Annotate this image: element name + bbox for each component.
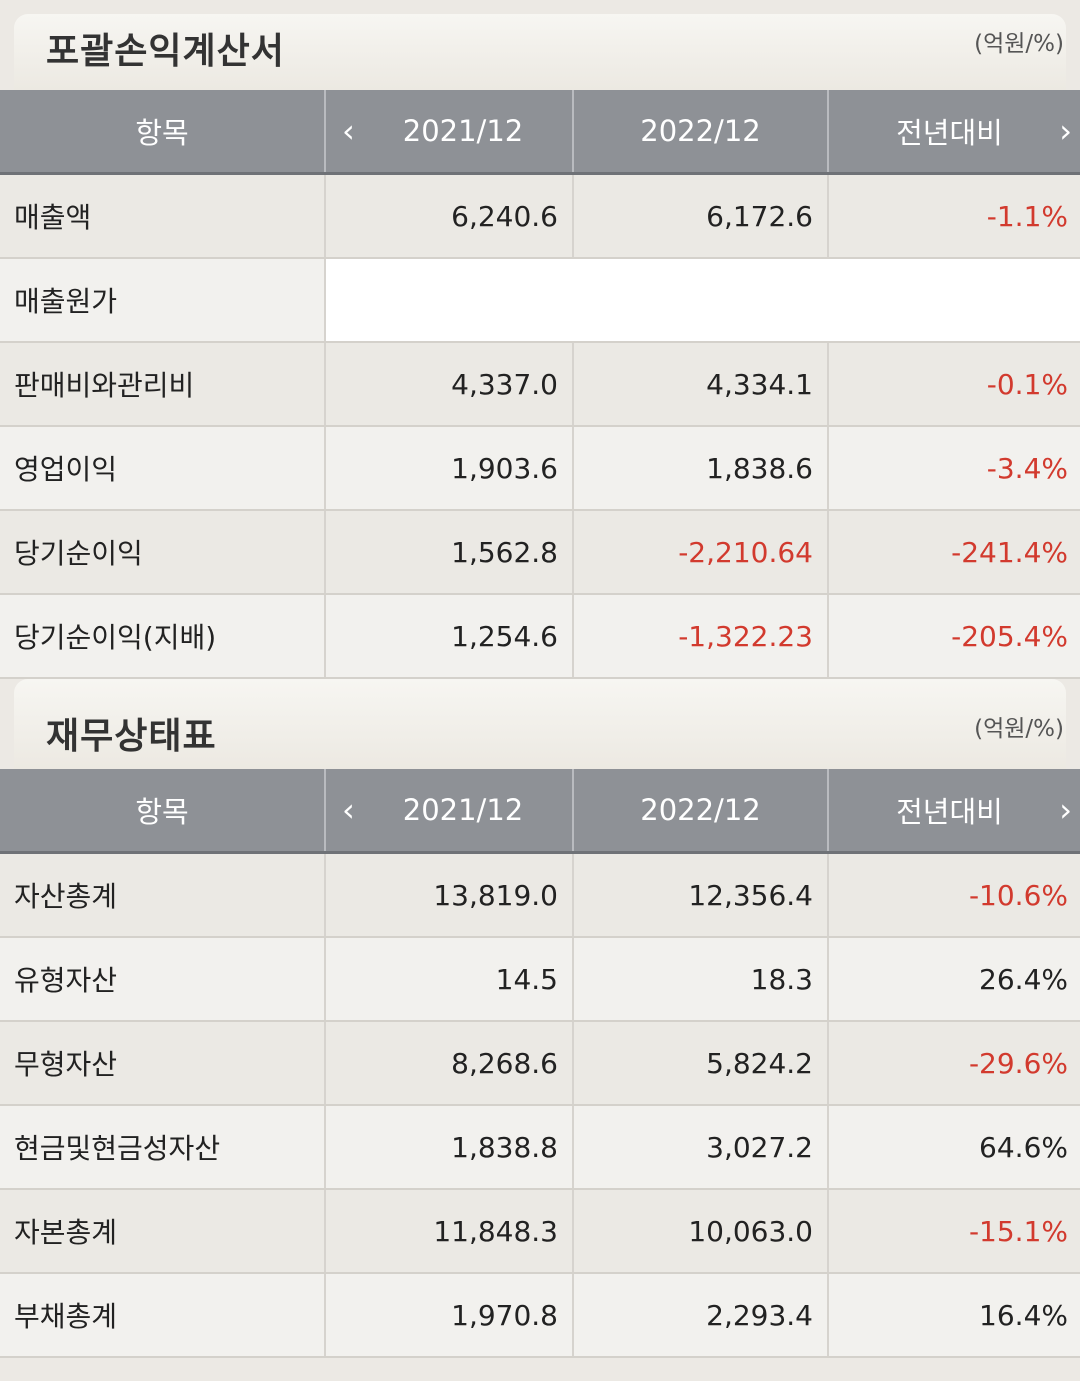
header-item: 항목 [0,90,326,175]
value-2021: 13,819.0 [325,852,574,938]
value-2021: 11,848.3 [325,1189,574,1274]
prev-period-icon[interactable]: ‹ [342,791,355,829]
table-row: 무형자산 8,268.6 5,824.2 -29.6% [0,1021,1080,1106]
table-row: 자본총계 11,848.3 10,063.0 -15.1% [0,1189,1080,1274]
value-2022: 1,838.6 [573,426,829,511]
value-2021: 1,970.8 [325,1273,574,1358]
value-2022: 4,334.1 [573,342,829,427]
row-label: 판매비와관리비 [0,342,326,427]
value-2021: 1,903.6 [325,426,574,511]
table-row: 유형자산 14.5 18.3 26.4% [0,937,1080,1022]
change-value: 26.4% [828,937,1080,1022]
change-value: -10.6% [828,852,1080,938]
table-row: 판매비와관리비 4,337.0 4,334.1 -0.1% [0,342,1080,427]
income-title: 포괄손익계산서 [46,31,285,72]
table-row: 당기순이익(지배) 1,254.6 -1,322.23 -205.4% [0,594,1080,679]
change-value: -0.1% [828,342,1080,427]
balance-table: 항목 ‹ 2021/12 2022/12 전년대비 › 자산총계 13,819.… [0,769,1080,1358]
prev-period-icon[interactable]: ‹ [342,112,355,150]
balance-unit: (억원/%) [974,716,1064,742]
income-unit: (억원/%) [974,31,1064,57]
value-2022: -2,210.64 [573,510,829,595]
table-row: 당기순이익 1,562.8 -2,210.64 -241.4% [0,510,1080,595]
value-2021: 4,337.0 [325,342,574,427]
header-period-2: 2022/12 [573,769,829,854]
table-row: 부채총계 1,970.8 2,293.4 16.4% [0,1273,1080,1358]
header-item: 항목 [0,769,326,854]
table-row: 현금및현금성자산 1,838.8 3,027.2 64.6% [0,1105,1080,1190]
value-2021: 1,254.6 [325,594,574,679]
row-label: 자본총계 [0,1189,326,1274]
change-value: -1.1% [828,173,1080,259]
header-period-1: ‹ 2021/12 [325,90,574,175]
next-period-icon[interactable]: › [1059,112,1072,150]
value-2022: 2,293.4 [573,1273,829,1358]
value-2021: 1,562.8 [325,510,574,595]
row-label: 현금및현금성자산 [0,1105,326,1190]
value-2021: 6,240.6 [325,173,574,259]
change-value: -3.4% [828,426,1080,511]
value-2022: 10,063.0 [573,1189,829,1274]
balance-section-header: 재무상태표 (억원/%) [14,679,1066,769]
row-label: 부채총계 [0,1273,326,1358]
table-row: 매출원가 [0,258,1080,343]
value-2022: 3,027.2 [573,1105,829,1190]
next-period-icon[interactable]: › [1059,791,1072,829]
change-value: 16.4% [828,1273,1080,1358]
row-label: 매출액 [0,173,326,259]
row-label: 자산총계 [0,852,326,938]
value-2022: 18.3 [573,937,829,1022]
change-value: -241.4% [828,510,1080,595]
value-2021: 1,838.8 [325,1105,574,1190]
row-label: 매출원가 [0,258,326,343]
change-value: -15.1% [828,1189,1080,1274]
value-2021: 14.5 [325,937,574,1022]
header-change: 전년대비 › [828,90,1080,175]
table-row: 자산총계 13,819.0 12,356.4 -10.6% [0,852,1080,938]
change-value: -29.6% [828,1021,1080,1106]
row-label: 당기순이익(지배) [0,594,326,679]
value-2021: 8,268.6 [325,1021,574,1106]
row-label: 당기순이익 [0,510,326,595]
balance-title: 재무상태표 [46,716,217,757]
empty-values [325,258,1080,343]
value-2022: -1,322.23 [573,594,829,679]
table-row: 영업이익 1,903.6 1,838.6 -3.4% [0,426,1080,511]
header-change: 전년대비 › [828,769,1080,854]
value-2022: 12,356.4 [573,852,829,938]
row-label: 영업이익 [0,426,326,511]
row-label: 무형자산 [0,1021,326,1106]
income-section-header: 포괄손익계산서 (억원/%) [14,14,1066,90]
header-period-2: 2022/12 [573,90,829,175]
row-label: 유형자산 [0,937,326,1022]
income-table: 항목 ‹ 2021/12 2022/12 전년대비 › 매출액 6,240.6 … [0,90,1080,679]
value-2022: 6,172.6 [573,173,829,259]
value-2022: 5,824.2 [573,1021,829,1106]
table-row: 매출액 6,240.6 6,172.6 -1.1% [0,173,1080,259]
change-value: -205.4% [828,594,1080,679]
change-value: 64.6% [828,1105,1080,1190]
header-period-1: ‹ 2021/12 [325,769,574,854]
